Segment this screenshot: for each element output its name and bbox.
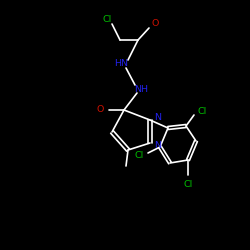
Text: N: N xyxy=(154,114,161,122)
Text: O: O xyxy=(151,20,158,28)
Text: O: O xyxy=(96,106,104,114)
Text: N: N xyxy=(154,140,161,149)
Text: Cl: Cl xyxy=(197,106,206,116)
Text: NH: NH xyxy=(134,84,148,94)
Text: Cl: Cl xyxy=(135,150,144,160)
Text: Cl: Cl xyxy=(102,16,112,24)
Text: HN: HN xyxy=(114,60,128,68)
Text: Cl: Cl xyxy=(184,180,192,189)
